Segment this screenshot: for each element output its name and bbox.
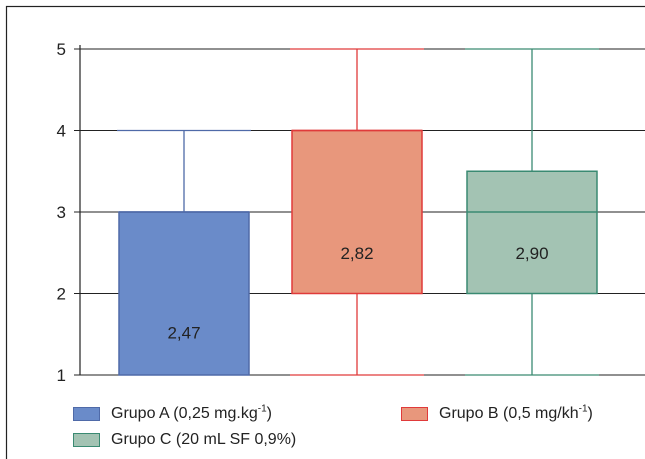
legend-item-grupo-a: Grupo A (0,25 mg.kg-1) <box>73 403 272 423</box>
box-grupo-a <box>118 211 250 376</box>
figure-frame <box>5 5 645 459</box>
mean-label-grupo-b: 2,82 <box>340 244 373 263</box>
box-grupo-b <box>291 129 423 295</box>
box-grupo-c <box>466 170 598 295</box>
legend-item-grupo-c: Grupo C (20 mL SF 0,9%) <box>73 431 296 449</box>
y-tick-label: 1 <box>57 366 66 385</box>
mean-label-grupo-c: 2,90 <box>515 244 548 263</box>
y-tick-label: 2 <box>57 285 66 304</box>
legend-label-grupo-b: Grupo B (0,5 mg/kh-1) <box>439 403 593 422</box>
legend-item-grupo-b: Grupo B (0,5 mg/kh-1) <box>401 403 593 423</box>
mean-label-grupo-a: 2,47 <box>167 324 200 343</box>
legend-swatch-grupo-c <box>73 433 100 447</box>
y-tick-label: 4 <box>57 122 66 141</box>
legend-swatch-grupo-a <box>73 407 100 421</box>
legend-swatch-grupo-b <box>401 407 428 421</box>
y-tick-label: 5 <box>57 40 66 59</box>
y-tick-label: 3 <box>57 203 66 222</box>
legend-label-grupo-c: Grupo C (20 mL SF 0,9%) <box>111 431 297 448</box>
legend-label-grupo-a: Grupo A (0,25 mg.kg-1) <box>111 403 272 422</box>
